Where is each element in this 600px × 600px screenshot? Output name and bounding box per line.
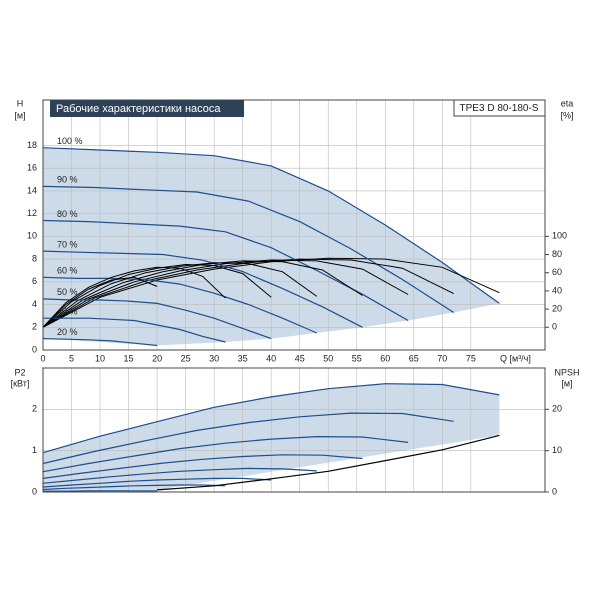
tick-label: 20	[552, 404, 562, 414]
speed-label: 90 %	[57, 175, 78, 185]
head-curve	[42, 147, 500, 304]
tick-label: 0	[552, 322, 557, 332]
x-tick-label: 25	[181, 353, 191, 363]
tick-label: 0	[552, 486, 557, 496]
y-axis-label: P2	[14, 367, 25, 377]
head-curve	[42, 250, 363, 328]
x-tick-label: 45	[295, 353, 305, 363]
title-box	[50, 100, 244, 117]
npsh-curve	[157, 434, 500, 491]
tick-label: 4	[32, 299, 37, 309]
speed-label: 60 %	[57, 266, 78, 276]
tick-label: 1	[32, 445, 37, 455]
power-curve	[42, 484, 226, 491]
y-axis-unit: [м]	[14, 110, 25, 120]
tick-label: 14	[27, 185, 37, 195]
tick-label: 10	[552, 445, 562, 455]
x-tick-label: 5	[69, 353, 74, 363]
tick-label: 12	[27, 208, 37, 218]
tick-label: 2	[32, 404, 37, 414]
eta-curve	[42, 262, 318, 328]
x-tick-label: 60	[380, 353, 390, 363]
power-curve	[42, 477, 272, 488]
tick-label: 2	[32, 322, 37, 332]
y2-axis-label: NPSH	[554, 367, 579, 377]
x-tick-label: 70	[437, 353, 447, 363]
y2-axis-unit: [м]	[561, 378, 572, 388]
head-curve	[42, 338, 158, 347]
speed-label: 50 %	[57, 287, 78, 297]
x-tick-label: 20	[152, 353, 162, 363]
power-curve	[42, 435, 409, 473]
x-tick-label: 65	[409, 353, 419, 363]
x-tick-label: 10	[95, 353, 105, 363]
model-label: TPE3 D 80-180-S	[460, 103, 539, 114]
x-tick-label: 75	[466, 353, 476, 363]
eta-curve	[42, 266, 226, 328]
tick-label: 10	[27, 231, 37, 241]
power-curve	[42, 412, 454, 465]
tick-label: 40	[552, 285, 562, 295]
x-tick-label: 15	[124, 353, 134, 363]
eta-curve	[42, 276, 158, 328]
eta-curve	[42, 260, 363, 328]
tick-label: 60	[552, 267, 562, 277]
head-curve	[42, 298, 272, 340]
tick-label: 16	[27, 163, 37, 173]
x-tick-label: 35	[238, 353, 248, 363]
x-tick-label: 55	[352, 353, 362, 363]
speed-label: 40 %	[57, 307, 78, 317]
tick-label: 8	[32, 253, 37, 263]
eta-curve	[42, 259, 409, 328]
power-curve	[42, 383, 500, 454]
x-axis-label: Q [м³/ч]	[500, 353, 531, 363]
y2-axis-label: eta	[561, 98, 574, 108]
plots: 0 5 10 15 20 25 30 35 40 45 50 55 60 65 70 750246810121…	[27, 100, 567, 496]
chart-title: Рабочие характеристики насоса	[56, 103, 221, 115]
tick-label: 20	[552, 303, 562, 313]
speed-label: 70 %	[57, 240, 78, 250]
tick-label: 100	[552, 231, 567, 241]
head-curve	[42, 276, 318, 334]
tick-label: 6	[32, 276, 37, 286]
speed-label: 80 %	[57, 209, 78, 219]
y2-axis-unit: [%]	[560, 110, 573, 120]
tick-label: 80	[552, 249, 562, 259]
model-box	[453, 99, 546, 117]
y-axis-unit: [кВт]	[11, 378, 30, 388]
speed-label: 20 %	[57, 327, 78, 337]
eta-curve	[42, 263, 272, 328]
top-frame	[42, 99, 546, 351]
speed-label: 100 %	[57, 136, 83, 146]
y-axis-label: H	[17, 98, 24, 108]
power-curve	[42, 454, 363, 479]
x-tick-label: 0	[40, 353, 45, 363]
tick-label: 0	[32, 486, 37, 496]
tick-label: 18	[27, 140, 37, 150]
tick-label: 0	[32, 344, 37, 354]
x-tick-label: 30	[209, 353, 219, 363]
eta-curve	[42, 258, 454, 328]
head-curve	[42, 185, 455, 314]
x-tick-label: 40	[266, 353, 276, 363]
head-curve	[43, 317, 226, 343]
x-tick-label: 50	[323, 353, 333, 363]
bottom-frame	[42, 367, 546, 493]
power-curve	[42, 467, 317, 484]
